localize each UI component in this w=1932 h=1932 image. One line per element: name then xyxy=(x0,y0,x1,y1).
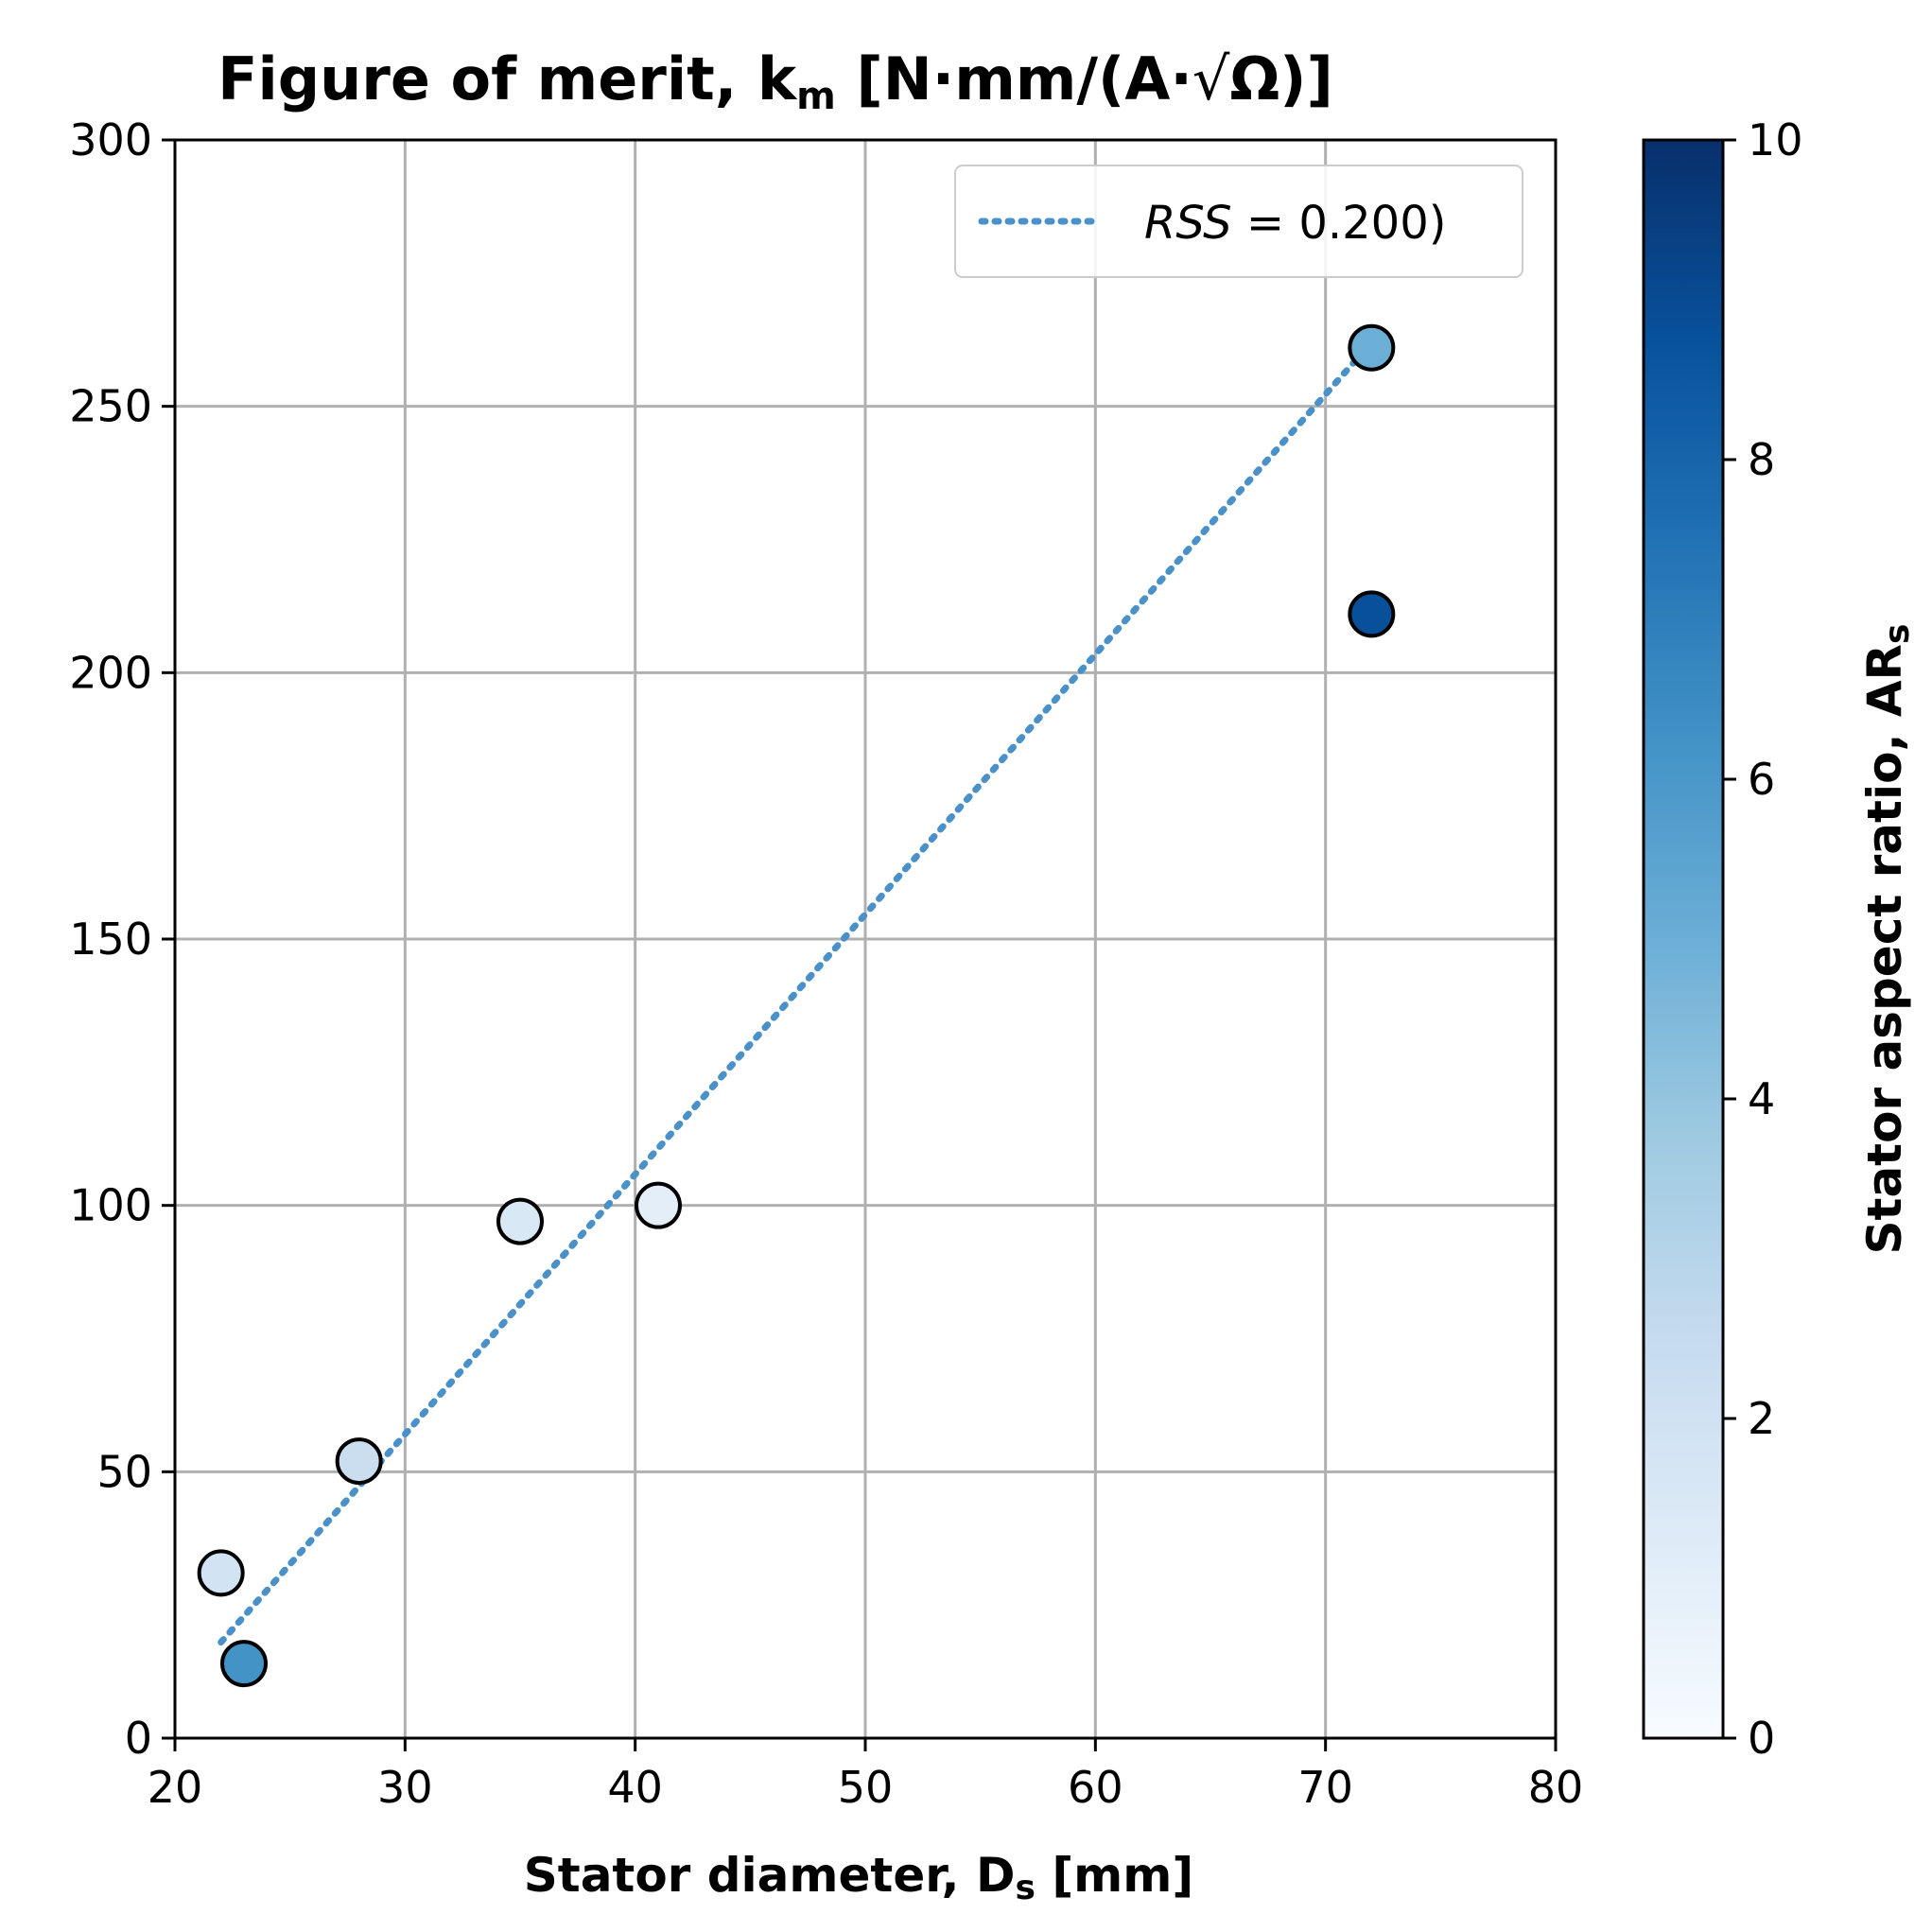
data-point xyxy=(635,1181,682,1229)
data-point xyxy=(335,1437,383,1486)
chart-title: Figure of merit, km [N·mm/(A·√Ω)] xyxy=(218,44,1333,118)
legend-box xyxy=(954,165,1523,278)
y-tick-label: 0 xyxy=(125,1713,152,1764)
colorbar-tick-label: 6 xyxy=(1748,754,1775,805)
data-point xyxy=(220,1640,268,1688)
legend-label: RSS = 0.200) xyxy=(1144,197,1446,250)
data-point xyxy=(197,1549,245,1597)
grid-lines xyxy=(173,138,1558,1740)
y-tick-label: 50 xyxy=(96,1446,152,1497)
fit-line-group xyxy=(218,339,1375,1646)
colorbar-tick-label: 10 xyxy=(1748,114,1803,165)
colorbar-tick-label: 4 xyxy=(1748,1073,1775,1124)
x-tick-label: 20 xyxy=(148,1762,203,1813)
colorbar-tick-label: 2 xyxy=(1748,1393,1775,1444)
y-tick-label: 250 xyxy=(69,381,152,432)
colorbar: 0 2 4 6 8 10 Stator aspect ratio, ARs xyxy=(1642,114,1917,1764)
data-point xyxy=(1348,323,1396,372)
data-point xyxy=(496,1197,544,1245)
colorbar-label: Stator aspect ratio, ARs xyxy=(1857,624,1917,1255)
fit-line xyxy=(218,339,1375,1646)
y-tick-label: 300 xyxy=(69,114,152,165)
x-tick-label: 70 xyxy=(1297,1762,1353,1813)
x-axis-label: Stator diameter, Ds [mm] xyxy=(524,1848,1193,1907)
x-tick-label: 30 xyxy=(377,1762,433,1813)
y-axis-ticks: 0 50 100 150 200 250 300 xyxy=(69,114,175,1764)
x-tick-label: 50 xyxy=(838,1762,894,1813)
data-point xyxy=(1348,590,1396,638)
x-tick-label: 80 xyxy=(1528,1762,1584,1813)
colorbar-gradient xyxy=(1642,138,1725,1740)
y-tick-label: 200 xyxy=(69,647,152,698)
x-tick-label: 60 xyxy=(1068,1762,1123,1813)
colorbar-ticks: 0 2 4 6 8 10 xyxy=(1723,114,1803,1764)
legend: RSS = 0.200) xyxy=(954,165,1523,278)
x-tick-label: 40 xyxy=(607,1762,663,1813)
colorbar-tick-label: 0 xyxy=(1748,1713,1775,1764)
y-tick-label: 100 xyxy=(69,1180,152,1231)
data-points xyxy=(197,323,1396,1688)
colorbar-tick-label: 8 xyxy=(1748,434,1775,485)
y-tick-label: 150 xyxy=(69,914,152,965)
x-axis-ticks: 20 30 40 50 60 70 80 xyxy=(148,1738,1584,1813)
